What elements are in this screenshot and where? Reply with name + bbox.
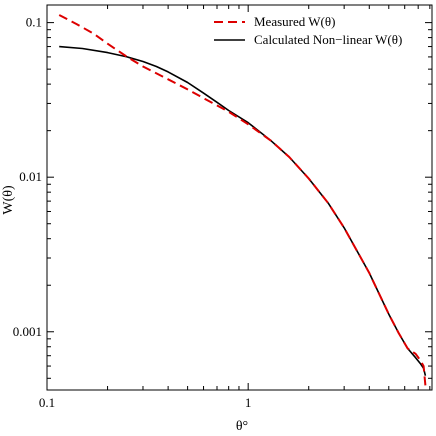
series-lines [58, 14, 427, 386]
legend-label: Calculated Non−linear W(θ) [254, 32, 402, 47]
axis-ticks: 0.1 1 0.001 0.01 0.1 [13, 5, 432, 410]
y-tick-label: 0.1 [26, 15, 42, 30]
x-tick-label: 1 [245, 395, 252, 410]
legend-label: Measured W(θ) [254, 14, 335, 29]
x-tick-label: 0.1 [39, 395, 55, 410]
y-tick-label: 0.001 [13, 324, 42, 339]
y-axis-label: W(θ) [1, 185, 16, 215]
y-tick-label: 0.01 [19, 169, 42, 184]
x-axis-label: θ° [236, 419, 248, 434]
plot-frame [46, 4, 433, 391]
legend: Measured W(θ) Calculated Non−linear W(θ) [214, 14, 402, 47]
calculated-series-line [59, 45, 427, 376]
measured-series-line [58, 14, 427, 386]
